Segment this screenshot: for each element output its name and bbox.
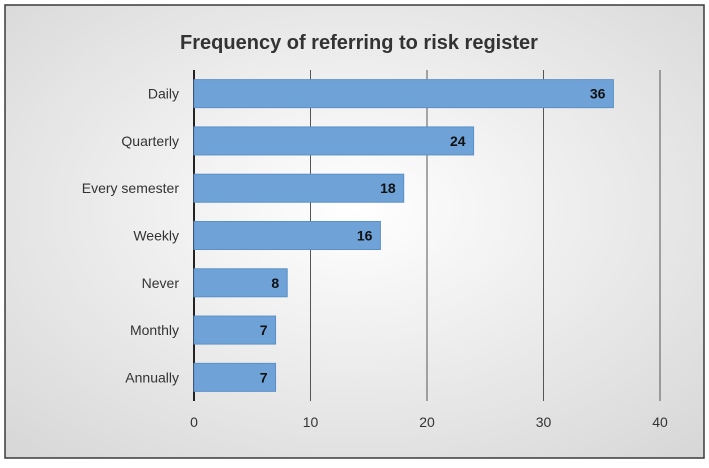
category-label: Never [142, 275, 180, 291]
category-label: Weekly [133, 228, 179, 244]
bar [193, 79, 614, 109]
category-label: Daily [148, 86, 179, 102]
bar-value-label: 16 [357, 228, 373, 244]
x-tick-label: 0 [190, 414, 198, 430]
bar [193, 221, 381, 250]
x-axis-ticks: 0 10 20 30 40 [190, 414, 668, 430]
category-label: Annually [125, 369, 179, 385]
bar-value-label: 36 [590, 86, 606, 102]
category-labels: Daily Quarterly Every semester Weekly Never M… [82, 86, 180, 386]
bar-value-label: 7 [260, 369, 268, 385]
x-tick-label: 40 [652, 414, 668, 430]
bar [193, 362, 277, 392]
category-label: Monthly [130, 322, 179, 338]
bar-value-label: 18 [380, 180, 396, 196]
bar-value-label: 8 [271, 275, 279, 291]
bar-value-label: 7 [260, 322, 268, 338]
x-tick-label: 20 [419, 414, 435, 430]
chart-title: Frequency of referring to risk register [180, 32, 538, 54]
category-label: Quarterly [121, 133, 179, 149]
bar-value-label: 24 [450, 133, 466, 149]
bar [193, 173, 405, 203]
category-label: Every semester [82, 180, 180, 196]
bar [193, 268, 288, 298]
x-tick-label: 10 [303, 414, 319, 430]
bar [193, 315, 277, 345]
bars: 36 24 18 16 8 7 7 [193, 79, 614, 392]
bar [193, 126, 475, 156]
x-tick-label: 30 [536, 414, 552, 430]
